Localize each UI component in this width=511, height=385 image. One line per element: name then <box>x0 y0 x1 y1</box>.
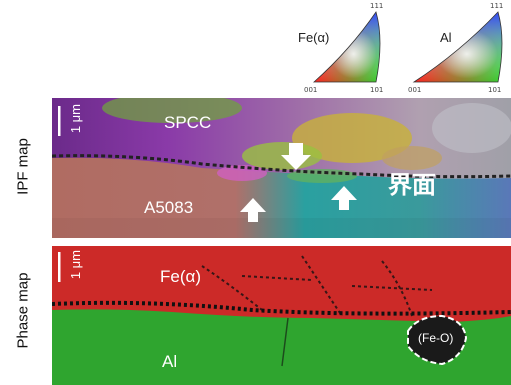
ipf-map-image: SPCC A5083 界面 1 μm <box>52 98 511 238</box>
al-label: Al <box>162 352 177 371</box>
interface-label: 界面 <box>388 172 436 199</box>
legend-fe-label: Fe(α) <box>298 30 330 45</box>
tick-111-b: 111 <box>490 2 504 10</box>
tick-111-a: 111 <box>370 2 384 10</box>
tick-101-a: 101 <box>370 86 384 94</box>
ipf-triangle-fe <box>312 11 381 83</box>
tick-101-b: 101 <box>488 86 502 94</box>
phase-scale-label: 1 μm <box>68 250 83 280</box>
spcc-label: SPCC <box>164 113 211 132</box>
phase-scale-bar-line <box>58 252 61 282</box>
ipf-map-side-label: IPF map <box>14 138 32 195</box>
fe-o-label: (Fe-O) <box>418 331 453 345</box>
fe-alpha-label: Fe(α) <box>160 267 201 286</box>
ipf-arrow-up-left <box>240 198 266 222</box>
ipf-triangles <box>312 11 503 83</box>
oxide-region <box>407 314 468 366</box>
phase-map-side-label: Phase map <box>14 272 32 349</box>
ipf-scale-bar-line <box>58 106 61 136</box>
phase-map-image: Fe(α) Al (Fe-O) 1 μm <box>52 246 511 385</box>
a5083-label: A5083 <box>144 198 193 217</box>
ipf-color-key: Fe(α) Al <box>290 0 511 98</box>
tick-001-a: 001 <box>304 86 318 94</box>
ipf-arrow-up-right <box>331 186 357 210</box>
legend-al-label: Al <box>440 30 452 45</box>
ipf-arrow-down <box>281 143 311 170</box>
ipf-scale-label: 1 μm <box>68 104 83 134</box>
ipf-triangle-al <box>412 11 503 83</box>
tick-001-b: 001 <box>408 86 422 94</box>
